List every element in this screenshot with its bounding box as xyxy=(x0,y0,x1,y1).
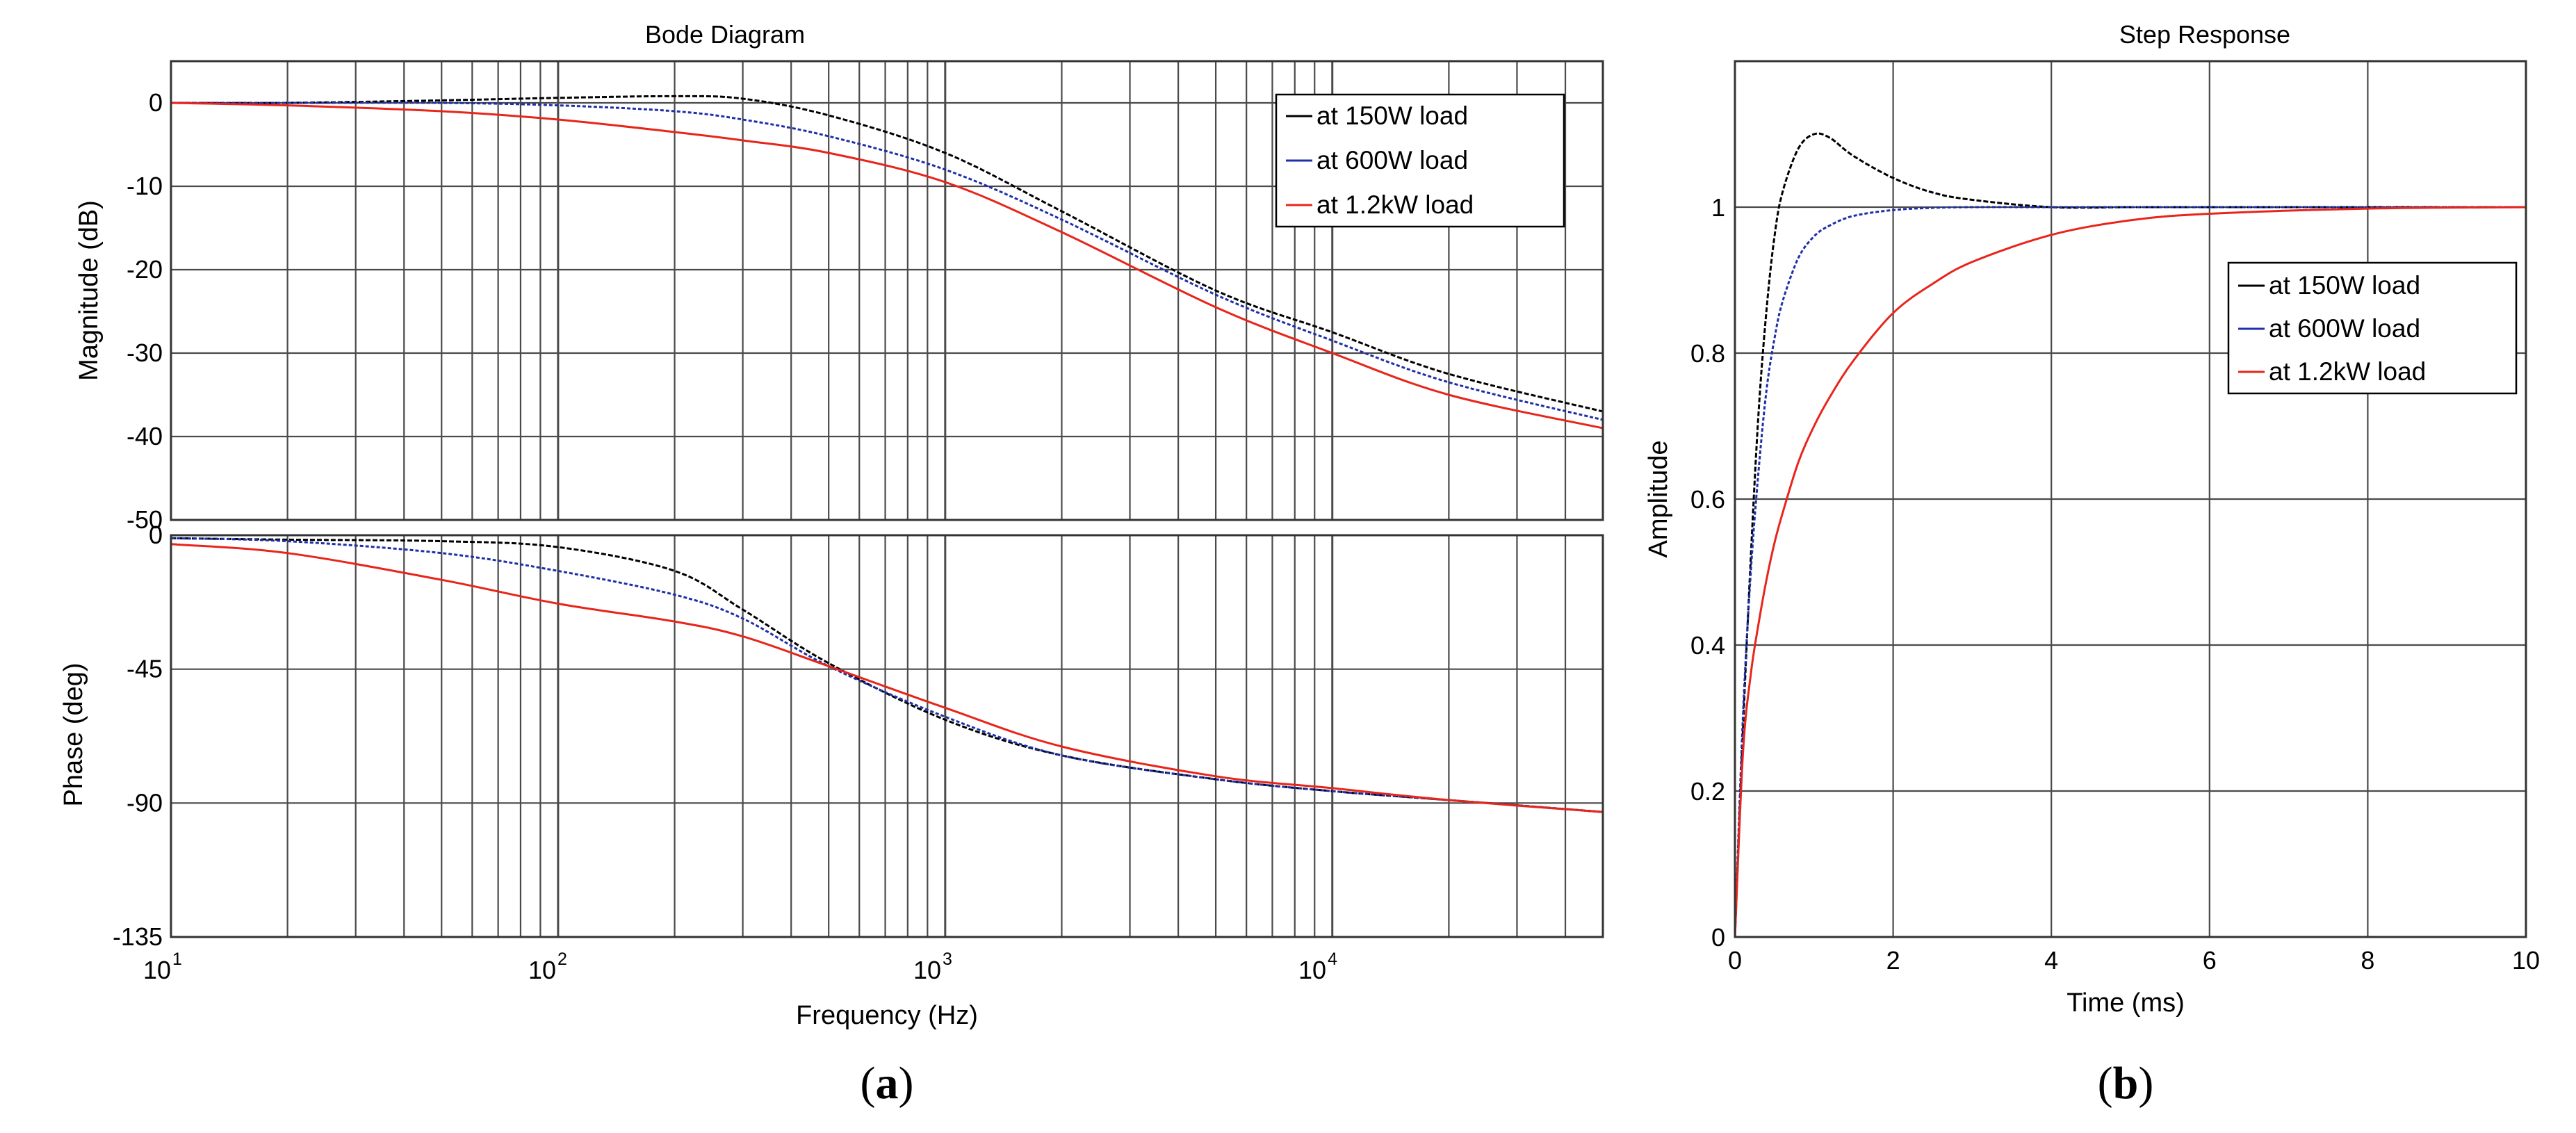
phase-plot: 0 -45 -90 -135 Phase (deg) xyxy=(59,521,1604,951)
step-x-ticks: 0 2 4 6 8 10 xyxy=(1728,946,2540,975)
x-tick-base: 10 xyxy=(1298,956,1326,984)
magnitude-plot-frame xyxy=(170,60,1604,521)
x-tick-base: 10 xyxy=(913,956,941,984)
x-tick-base: 10 xyxy=(528,956,556,984)
x-tick-exponent: 4 xyxy=(1328,949,1337,969)
magnitude-y-tick-label: 0 xyxy=(149,88,163,117)
phase-ylabel: Phase (deg) xyxy=(59,662,88,806)
caption-a: (a) xyxy=(861,1058,914,1109)
legend-label-1-2kw: at 1.2kW load xyxy=(2269,357,2426,386)
x-tick-base: 10 xyxy=(143,956,171,984)
x-tick-exponent: 2 xyxy=(557,949,567,969)
step-series xyxy=(1734,132,2527,938)
step-legend-box xyxy=(2227,261,2518,395)
phase-y-ticks: 0 -45 -90 -135 xyxy=(113,521,163,951)
x-tick-1e1: 10 1 xyxy=(143,949,182,984)
step-x-tick-label: 8 xyxy=(2361,946,2374,975)
caption-b: (b) xyxy=(2098,1058,2154,1109)
step-plot-frame xyxy=(1734,60,2527,938)
caption-a-open: ( xyxy=(861,1058,876,1109)
magnitude-y-tick-label: -10 xyxy=(127,172,163,200)
step-y-tick-label: 0.2 xyxy=(1690,777,1725,806)
x-tick-exponent: 1 xyxy=(172,949,182,969)
bode-diagram: Bode Diagram 0 -10 -20 -30 -40 -50 Magnitude … xyxy=(59,20,1604,1109)
frequency-xlabel: Frequency (Hz) xyxy=(796,1001,978,1030)
magnitude-legend-box xyxy=(1275,93,1565,228)
bode-title: Bode Diagram xyxy=(645,20,805,49)
step-y-tick-label: 0.6 xyxy=(1690,485,1725,514)
series-line-600w xyxy=(1734,206,2526,938)
magnitude-plot: 0 -10 -20 -30 -40 -50 Magnitude (dB) at 150W … xyxy=(74,60,1604,534)
step-x-tick-label: 6 xyxy=(2203,946,2217,975)
step-response: Step Response 0 2 4 6 8 10 0 0.2 0.4 0.6 0.8 1 Tim… xyxy=(1644,20,2540,1109)
series-line-1-2kw xyxy=(170,543,1604,813)
series-line-1-2kw xyxy=(170,101,1604,430)
step-y-ticks: 0 0.2 0.4 0.6 0.8 1 xyxy=(1690,193,1725,952)
x-tick-exponent: 3 xyxy=(943,949,952,969)
legend-label-1-2kw: at 1.2kW load xyxy=(1316,190,1474,219)
step-y-tick-label: 1 xyxy=(1711,193,1725,222)
phase-series xyxy=(170,537,1604,813)
step-y-tick-label: 0 xyxy=(1711,923,1725,952)
phase-plot-area xyxy=(171,535,1603,937)
caption-a-letter: a xyxy=(876,1058,899,1109)
phase-y-tick-label: -135 xyxy=(113,922,163,951)
legend-label-150w: at 150W load xyxy=(2269,271,2420,300)
caption-b-open: ( xyxy=(2098,1058,2113,1109)
magnitude-y-ticks: 0 -10 -20 -30 -40 -50 xyxy=(127,88,163,534)
step-title: Step Response xyxy=(2119,20,2290,49)
legend-label-600w: at 600W load xyxy=(2269,314,2420,343)
x-tick-1e3: 10 3 xyxy=(913,949,952,984)
phase-y-tick-label: -45 xyxy=(127,655,163,683)
step-x-tick-label: 2 xyxy=(1886,946,1900,975)
phase-plot-frame xyxy=(170,534,1604,938)
series-line-600w xyxy=(170,537,1604,813)
magnitude-y-tick-label: -20 xyxy=(127,255,163,284)
caption-b-close: ) xyxy=(2138,1058,2153,1109)
step-x-tick-label: 0 xyxy=(1728,946,1742,975)
step-xlabel: Time (ms) xyxy=(2066,988,2185,1018)
legend-label-600w: at 600W load xyxy=(1316,146,1468,174)
series-line-150w xyxy=(170,95,1604,413)
magnitude-series xyxy=(170,95,1604,430)
step-legend: at 150W load at 600W load at 1.2kW load xyxy=(2227,261,2518,395)
magnitude-y-tick-label: -40 xyxy=(127,422,163,450)
legend-label-150w: at 150W load xyxy=(1316,101,1468,130)
phase-y-tick-label: 0 xyxy=(149,521,163,549)
magnitude-y-tick-label: -50 xyxy=(127,505,163,534)
x-tick-1e4: 10 4 xyxy=(1298,949,1337,984)
phase-y-tick-label: -90 xyxy=(127,788,163,817)
series-line-1-2kw xyxy=(1734,206,2527,938)
x-tick-1e2: 10 2 xyxy=(528,949,567,984)
caption-b-letter: b xyxy=(2113,1058,2139,1109)
magnitude-legend: at 150W load at 600W load at 1.2kW load xyxy=(1275,93,1565,228)
magnitude-ylabel: Magnitude (dB) xyxy=(74,200,104,381)
magnitude-y-tick-label: -30 xyxy=(127,339,163,367)
step-y-tick-label: 0.8 xyxy=(1690,339,1725,368)
step-x-tick-label: 4 xyxy=(2044,946,2058,975)
caption-a-close: ) xyxy=(899,1058,914,1109)
step-y-tick-label: 0.4 xyxy=(1690,631,1725,660)
step-x-tick-label: 10 xyxy=(2512,946,2540,975)
step-ylabel: Amplitude xyxy=(1644,441,1673,558)
series-line-600w xyxy=(171,101,1604,421)
frequency-x-ticks: 10 1 10 2 10 3 10 4 xyxy=(143,949,1337,984)
